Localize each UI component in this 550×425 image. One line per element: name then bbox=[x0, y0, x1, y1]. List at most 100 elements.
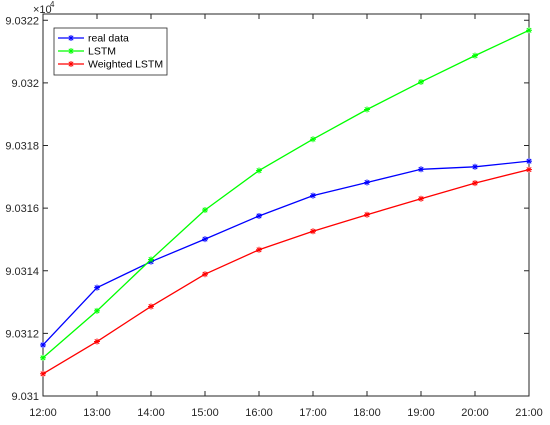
x-tick-label: 13:00 bbox=[83, 407, 111, 419]
marker-stroke bbox=[526, 27, 532, 33]
data-point-lstm bbox=[40, 354, 46, 361]
legend-label: LSTM bbox=[88, 46, 116, 58]
legend-item-weighted-lstm: Weighted LSTM bbox=[58, 59, 163, 71]
legend-marker bbox=[68, 61, 74, 67]
marker-stroke bbox=[148, 256, 154, 263]
data-point-real-data bbox=[310, 192, 316, 199]
marker-stroke bbox=[418, 166, 424, 172]
data-point-real-data bbox=[418, 166, 424, 173]
legend-marker bbox=[68, 48, 74, 54]
marker-stroke bbox=[68, 35, 74, 41]
series-line-lstm bbox=[42, 29, 530, 359]
y-exponent-power: 4 bbox=[50, 0, 55, 9]
data-point-weighted-lstm bbox=[418, 195, 424, 202]
data-point-real-data bbox=[202, 236, 208, 243]
marker-stroke bbox=[94, 285, 100, 291]
series-line-real-data bbox=[42, 160, 530, 346]
data-point-weighted-lstm bbox=[148, 303, 154, 310]
data-point-lstm bbox=[202, 207, 208, 214]
axis-ticks bbox=[42, 14, 530, 397]
x-tick-label: 14:00 bbox=[137, 407, 165, 419]
marker-stroke bbox=[472, 180, 478, 186]
marker-stroke bbox=[94, 308, 100, 314]
x-tick-label: 15:00 bbox=[191, 407, 219, 419]
marker-stroke bbox=[148, 303, 154, 310]
y-tick-label: 9.032 bbox=[11, 78, 39, 90]
marker-stroke bbox=[418, 196, 424, 202]
marker-stroke bbox=[68, 48, 74, 54]
series-lstm bbox=[40, 27, 532, 361]
marker-stroke bbox=[364, 212, 370, 218]
marker-stroke bbox=[310, 193, 316, 199]
data-point-real-data bbox=[526, 158, 532, 165]
legend-item-real-data: real data bbox=[58, 33, 129, 45]
marker-stroke bbox=[202, 271, 208, 277]
marker-stroke bbox=[94, 338, 100, 345]
data-point-lstm bbox=[310, 136, 316, 143]
marker-stroke bbox=[68, 61, 74, 67]
marker-stroke bbox=[364, 106, 370, 113]
x-tick-label: 12:00 bbox=[29, 407, 57, 419]
x-tick-label: 16:00 bbox=[245, 407, 273, 419]
marker-stroke bbox=[40, 371, 46, 377]
marker-stroke bbox=[40, 342, 46, 348]
data-point-weighted-lstm bbox=[94, 338, 100, 345]
data-point-weighted-lstm bbox=[310, 228, 316, 235]
marker-stroke bbox=[310, 228, 316, 234]
x-tick-label: 20:00 bbox=[461, 407, 489, 419]
y-tick-labels: 9.031 9.0312 9.0314 9.0316 9.0318 9.032 9.0322 bbox=[5, 15, 39, 403]
plot-area bbox=[42, 13, 530, 397]
x-tick-label: 17:00 bbox=[299, 407, 327, 419]
marker-stroke bbox=[472, 164, 478, 170]
data-point-lstm bbox=[256, 167, 262, 174]
data-point-lstm bbox=[364, 106, 370, 113]
y-tick-label: 9.0312 bbox=[5, 328, 39, 340]
marker-stroke bbox=[526, 167, 532, 173]
data-point-lstm bbox=[418, 78, 424, 85]
data-point-real-data bbox=[40, 341, 46, 348]
legend-label: real data bbox=[88, 33, 129, 45]
marker-stroke bbox=[526, 158, 532, 164]
marker-stroke bbox=[40, 355, 46, 361]
x-tick-labels: 12:00 13:00 14:00 15:00 16:00 17:00 18:00 19:00… bbox=[29, 407, 543, 419]
data-point-weighted-lstm bbox=[472, 180, 478, 187]
data-point-real-data bbox=[364, 179, 370, 186]
series-line-weighted-lstm bbox=[42, 168, 530, 375]
data-point-real-data bbox=[94, 284, 100, 291]
marker-stroke bbox=[472, 53, 478, 59]
marker-stroke bbox=[256, 247, 262, 253]
y-exponent-base: ×10 bbox=[33, 4, 52, 16]
x-tick-label: 18:00 bbox=[353, 407, 381, 419]
legend-marker bbox=[68, 35, 74, 41]
series-real-data bbox=[40, 158, 532, 348]
data-point-lstm bbox=[94, 307, 100, 314]
data-point-weighted-lstm bbox=[526, 166, 532, 173]
data-point-real-data bbox=[472, 163, 478, 170]
data-point-weighted-lstm bbox=[364, 211, 370, 218]
data-point-weighted-lstm bbox=[256, 246, 262, 253]
y-tick-label: 9.0314 bbox=[5, 266, 39, 278]
data-point-weighted-lstm bbox=[202, 271, 208, 278]
data-point-lstm bbox=[472, 52, 478, 59]
data-point-lstm bbox=[148, 256, 154, 263]
x-tick-label: 21:00 bbox=[515, 407, 543, 419]
marker-stroke bbox=[256, 213, 262, 219]
y-tick-label: 9.0322 bbox=[5, 15, 39, 27]
marker-stroke bbox=[310, 136, 316, 142]
marker-stroke bbox=[364, 179, 370, 186]
data-point-lstm bbox=[526, 27, 532, 34]
data-point-real-data bbox=[256, 212, 262, 219]
y-tick-label: 9.031 bbox=[11, 391, 39, 403]
series-group bbox=[40, 27, 532, 377]
legend-item-lstm: LSTM bbox=[58, 46, 116, 58]
series-weighted-lstm bbox=[40, 166, 532, 377]
x-tick-label: 19:00 bbox=[407, 407, 435, 419]
marker-stroke bbox=[202, 207, 208, 213]
data-point-weighted-lstm bbox=[40, 370, 46, 377]
marker-stroke bbox=[256, 168, 262, 174]
marker-stroke bbox=[202, 236, 208, 242]
legend-label: Weighted LSTM bbox=[88, 59, 163, 71]
y-tick-label: 9.0318 bbox=[5, 141, 39, 153]
